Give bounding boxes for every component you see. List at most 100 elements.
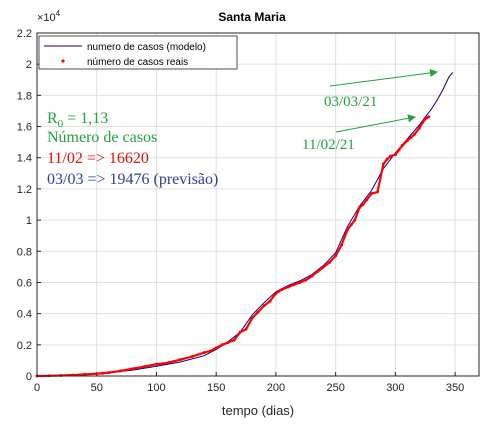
data-point bbox=[316, 270, 320, 273]
data-point bbox=[119, 369, 123, 373]
data-point bbox=[381, 162, 385, 166]
data-point bbox=[131, 367, 135, 371]
x-tick-label: 50 bbox=[91, 382, 103, 394]
y-tick-label: 0.6 bbox=[17, 277, 32, 289]
data-point bbox=[397, 148, 401, 152]
casos-annotation: Número de casos bbox=[47, 129, 157, 146]
data-point bbox=[353, 218, 357, 222]
data-point bbox=[322, 265, 326, 269]
data-point bbox=[178, 358, 182, 362]
data-point bbox=[417, 126, 421, 130]
arrow-annotations: 03/03/21 11/02/21 bbox=[302, 68, 438, 153]
data-point bbox=[340, 243, 344, 247]
data-point bbox=[310, 274, 314, 278]
data-point bbox=[389, 154, 393, 158]
plot-area bbox=[37, 33, 479, 376]
data-point bbox=[190, 355, 194, 358]
legend-model-label: numero de casos (modelo) bbox=[87, 42, 206, 53]
data-point bbox=[143, 365, 146, 369]
data-point bbox=[349, 223, 353, 227]
legend-real-label: número de casos reais bbox=[87, 57, 188, 68]
data-point bbox=[346, 227, 350, 231]
data-point bbox=[244, 327, 248, 331]
data-point bbox=[334, 254, 338, 258]
data-point bbox=[268, 299, 272, 303]
data-point bbox=[424, 116, 428, 120]
data-point bbox=[166, 361, 170, 365]
y-tick-label: 1.6 bbox=[17, 122, 32, 134]
y-tick-label: 0 bbox=[26, 371, 32, 383]
data-point bbox=[262, 304, 266, 308]
data-point bbox=[292, 283, 296, 287]
annotation-block: R0 = 1,13 Número de casos 11/02 => 16620… bbox=[47, 110, 218, 188]
data-point bbox=[232, 338, 236, 342]
y-tick-label: 0.2 bbox=[17, 340, 32, 352]
data-point bbox=[160, 362, 164, 366]
arrow-label-1102: 11/02/21 bbox=[302, 137, 355, 153]
x-tick-label: 200 bbox=[267, 382, 285, 394]
data-point bbox=[385, 157, 389, 161]
data-point bbox=[286, 285, 290, 289]
legend-real-swatch bbox=[61, 59, 65, 63]
y-tick-label: 1.2 bbox=[17, 184, 32, 196]
data-point bbox=[376, 190, 379, 194]
data-point bbox=[298, 281, 302, 284]
legend-box bbox=[38, 35, 238, 70]
y-tick-label: 1.4 bbox=[17, 153, 32, 165]
data-point bbox=[413, 132, 416, 136]
x-tick-label: 0 bbox=[34, 382, 40, 394]
y-tick-label: 0.8 bbox=[17, 246, 32, 258]
data-point bbox=[226, 341, 230, 344]
data-point bbox=[256, 310, 260, 314]
data-point bbox=[220, 343, 224, 347]
arrow-1102 bbox=[335, 114, 416, 133]
y-tick-label: 1 bbox=[26, 215, 32, 227]
data-point bbox=[101, 371, 105, 375]
data-point bbox=[405, 139, 409, 143]
data-point bbox=[370, 192, 373, 196]
data-point bbox=[427, 115, 431, 119]
data-point bbox=[328, 260, 332, 264]
data-point bbox=[202, 351, 206, 355]
data-point bbox=[250, 316, 254, 320]
plot-border bbox=[36, 32, 480, 377]
data-point bbox=[393, 153, 397, 157]
data-point bbox=[304, 278, 308, 282]
date-1102-annotation: 11/02 => 16620 bbox=[47, 150, 149, 167]
data-point bbox=[409, 136, 413, 139]
data-point bbox=[421, 120, 425, 124]
x-tick-label: 350 bbox=[446, 382, 464, 394]
chart-title: Santa Maria bbox=[218, 10, 286, 24]
data-point bbox=[95, 372, 99, 376]
data-point bbox=[280, 288, 284, 291]
data-point bbox=[358, 206, 361, 210]
arrow-label-0303: 03/03/21 bbox=[324, 94, 377, 110]
legend: numero de casos (modelo) número de casos… bbox=[38, 35, 238, 70]
data-point bbox=[365, 198, 369, 202]
data-point bbox=[274, 291, 278, 295]
data-point bbox=[83, 372, 87, 376]
date-0303-annotation: 03/03 => 19476 (previsão) bbox=[47, 171, 218, 188]
data-point bbox=[238, 330, 242, 334]
y-tick-label: 2.2 bbox=[17, 28, 32, 40]
y-tick-label: 0.4 bbox=[17, 309, 32, 321]
x-tick-label: 100 bbox=[147, 382, 165, 394]
y-exponent-label: ×104 bbox=[37, 9, 61, 24]
y-tick-label: 2 bbox=[26, 59, 32, 71]
data-point bbox=[214, 346, 218, 350]
data-point bbox=[155, 362, 158, 366]
data-point bbox=[361, 203, 365, 206]
series-layer bbox=[35, 72, 454, 378]
series-real-points bbox=[35, 115, 431, 378]
r0-annotation: R0 = 1,13 bbox=[47, 110, 108, 130]
arrow-0303 bbox=[329, 68, 438, 87]
x-tick-label: 300 bbox=[386, 382, 404, 394]
x-axis-label: tempo (dias) bbox=[222, 403, 294, 418]
axis-ticks: 0 50 100 150 200 250 300 350 0 0.2 0.4 0.6 0.8 1 1.2 1.… bbox=[17, 28, 465, 394]
y-tick-label: 1.8 bbox=[17, 90, 32, 102]
data-point bbox=[107, 371, 111, 375]
x-tick-label: 150 bbox=[207, 382, 225, 394]
x-tick-label: 250 bbox=[326, 382, 344, 394]
data-point bbox=[401, 143, 404, 147]
